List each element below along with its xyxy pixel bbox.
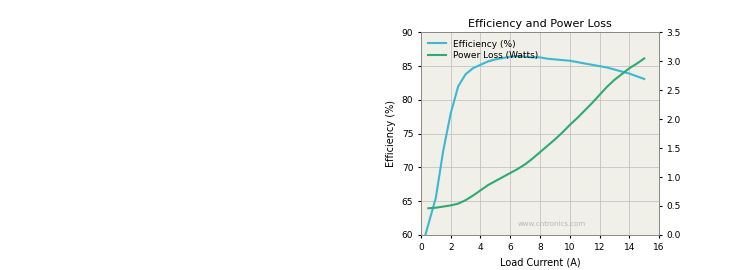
Efficiency (%) (625, 72, 634, 75)
Y-axis label: Efficiency (%): Efficiency (%) (386, 100, 396, 167)
Power Loss (Watts) (580, 109, 589, 112)
Efficiency (%) (446, 112, 455, 115)
Power Loss (Watts) (558, 131, 567, 134)
Efficiency (%) (454, 85, 463, 88)
Power Loss (Watts) (461, 198, 470, 202)
Power Loss (Watts) (528, 157, 537, 160)
Power Loss (Watts) (543, 144, 552, 147)
Power Loss (Watts) (476, 189, 485, 192)
Efficiency (%) (595, 65, 604, 68)
Efficiency (%) (573, 60, 582, 64)
Power Loss (Watts) (424, 207, 433, 210)
Efficiency (%) (521, 55, 530, 58)
Power Loss (Watts) (431, 206, 440, 209)
Efficiency (%) (610, 68, 619, 71)
Efficiency (%) (528, 56, 537, 59)
X-axis label: Load Current (A): Load Current (A) (500, 257, 580, 267)
Efficiency (%) (551, 58, 560, 61)
Legend: Efficiency (%), Power Loss (Watts): Efficiency (%), Power Loss (Watts) (425, 37, 542, 63)
Power Loss (Watts) (595, 93, 604, 96)
Efficiency (%) (543, 57, 552, 60)
Efficiency (%) (439, 149, 448, 152)
Power Loss (Watts) (454, 202, 463, 205)
Power Loss (Watts) (617, 72, 626, 76)
Efficiency (%) (476, 63, 485, 66)
Efficiency (%) (431, 196, 440, 199)
Power Loss (Watts) (625, 67, 634, 70)
Power Loss (Watts) (640, 57, 649, 60)
Efficiency (%) (513, 54, 522, 58)
Efficiency (%) (602, 66, 611, 69)
Efficiency (%) (588, 63, 597, 66)
Power Loss (Watts) (565, 123, 574, 127)
Power Loss (Watts) (588, 101, 597, 104)
Power Loss (Watts) (513, 167, 522, 171)
Power Loss (Watts) (536, 151, 545, 154)
Power Loss (Watts) (551, 138, 560, 141)
Power Loss (Watts) (602, 85, 611, 88)
Efficiency (%) (506, 55, 515, 58)
Efficiency (%) (421, 233, 430, 237)
Line: Efficiency (%): Efficiency (%) (425, 56, 644, 235)
Power Loss (Watts) (439, 205, 448, 208)
Efficiency (%) (469, 66, 478, 70)
Power Loss (Watts) (610, 78, 619, 82)
Efficiency (%) (617, 70, 626, 73)
Power Loss (Watts) (521, 163, 530, 166)
Efficiency (%) (483, 60, 492, 63)
Power Loss (Watts) (506, 171, 515, 175)
Efficiency (%) (461, 73, 470, 76)
Power Loss (Watts) (632, 62, 641, 65)
Efficiency (%) (491, 58, 500, 61)
Power Loss (Watts) (491, 180, 500, 183)
Power Loss (Watts) (446, 204, 455, 207)
Power Loss (Watts) (469, 194, 478, 197)
Efficiency (%) (580, 62, 589, 65)
Power Loss (Watts) (573, 116, 582, 120)
Text: www.cntronics.com: www.cntronics.com (518, 221, 586, 227)
Efficiency (%) (558, 58, 567, 62)
Efficiency (%) (632, 75, 641, 78)
Efficiency (%) (498, 56, 507, 60)
Power Loss (Watts) (498, 176, 507, 179)
Efficiency (%) (640, 77, 649, 81)
Line: Power Loss (Watts): Power Loss (Watts) (428, 58, 644, 208)
Efficiency (%) (565, 59, 574, 62)
Efficiency (%) (536, 56, 545, 59)
Title: Efficiency and Power Loss: Efficiency and Power Loss (468, 19, 612, 29)
Power Loss (Watts) (483, 184, 492, 187)
